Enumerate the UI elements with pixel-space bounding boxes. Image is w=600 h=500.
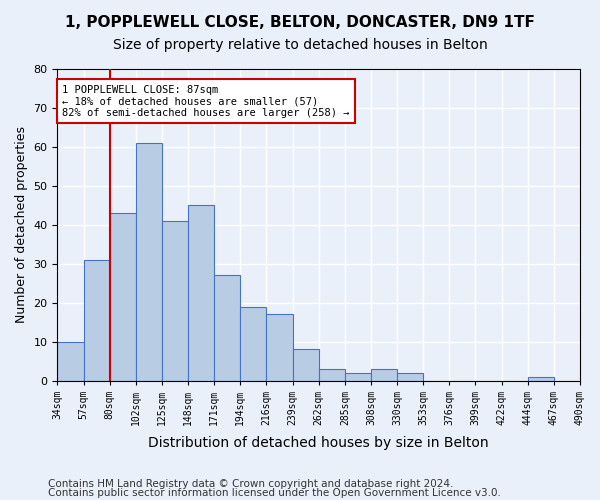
Bar	[136, 143, 162, 380]
Bar	[371, 369, 397, 380]
Bar	[528, 376, 554, 380]
Bar	[266, 314, 293, 380]
Text: 1, POPPLEWELL CLOSE, BELTON, DONCASTER, DN9 1TF: 1, POPPLEWELL CLOSE, BELTON, DONCASTER, …	[65, 15, 535, 30]
Bar	[83, 260, 110, 380]
Bar	[58, 342, 83, 380]
Bar	[162, 221, 188, 380]
Bar	[293, 350, 319, 380]
X-axis label: Distribution of detached houses by size in Belton: Distribution of detached houses by size …	[148, 436, 489, 450]
Bar	[188, 206, 214, 380]
Bar	[345, 373, 371, 380]
Bar	[319, 369, 345, 380]
Text: Contains public sector information licensed under the Open Government Licence v3: Contains public sector information licen…	[48, 488, 501, 498]
Bar	[241, 306, 266, 380]
Text: 1 POPPLEWELL CLOSE: 87sqm
← 18% of detached houses are smaller (57)
82% of semi-: 1 POPPLEWELL CLOSE: 87sqm ← 18% of detac…	[62, 84, 350, 118]
Text: Size of property relative to detached houses in Belton: Size of property relative to detached ho…	[113, 38, 487, 52]
Bar	[397, 373, 423, 380]
Bar	[110, 213, 136, 380]
Y-axis label: Number of detached properties: Number of detached properties	[15, 126, 28, 324]
Bar	[214, 276, 241, 380]
Text: Contains HM Land Registry data © Crown copyright and database right 2024.: Contains HM Land Registry data © Crown c…	[48, 479, 454, 489]
